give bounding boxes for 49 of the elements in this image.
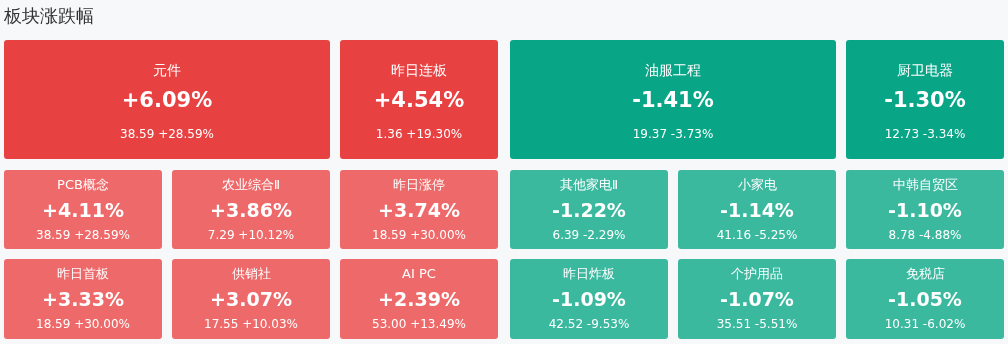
data-label: +4.54%	[373, 88, 465, 112]
text: 10.31 -6.02%	[884, 317, 966, 331]
text: 19.37 -3.73%	[632, 127, 714, 141]
text: 38.59 +28.59%	[36, 228, 130, 242]
data-label: +2.39%	[378, 288, 460, 310]
text: 18.59 +30.00%	[36, 317, 130, 331]
category-label: 昨日炸板	[563, 266, 615, 281]
data-label: -1.22%	[552, 199, 626, 221]
category-label: 元件	[153, 62, 181, 78]
text: 41.16 -5.25%	[716, 228, 798, 242]
data-label: +3.07%	[210, 288, 292, 310]
data-label: +3.86%	[210, 199, 292, 221]
category-label: 昨日连板	[391, 62, 447, 78]
category-label: 昨日涨停	[393, 177, 445, 192]
category-label: 中韩自贸区	[892, 177, 958, 192]
data-label: -1.09%	[552, 288, 626, 310]
text: 6.39 -2.29%	[552, 228, 626, 242]
data-label: -1.10%	[888, 199, 962, 221]
data-label: +4.11%	[42, 199, 124, 221]
text: 12.73 -3.34%	[884, 127, 966, 141]
text: 17.55 +10.03%	[204, 317, 298, 331]
text: 18.59 +30.00%	[372, 228, 466, 242]
category-label: 厨卫电器	[897, 62, 953, 78]
category-label: 油服工程	[645, 62, 701, 78]
category-label: PCB概念	[57, 177, 109, 192]
text: 1.36 +19.30%	[375, 127, 463, 141]
text: 35.51 -5.51%	[716, 317, 798, 331]
text: 53.00 +13.49%	[372, 317, 466, 331]
data-label: +3.74%	[378, 199, 460, 221]
data-label: -1.14%	[720, 199, 794, 221]
text: 38.59 +28.59%	[120, 127, 214, 141]
data-label: -1.05%	[888, 288, 962, 310]
text: 42.52 -9.53%	[548, 317, 630, 331]
text: 8.78 -4.88%	[888, 228, 962, 242]
category-label: 个护用品	[731, 266, 783, 281]
category-label: 其他家电Ⅱ	[559, 177, 619, 192]
text: 板块涨跌幅	[3, 5, 94, 26]
category-label: 小家电	[737, 177, 777, 192]
category-label: 昨日首板	[57, 266, 109, 281]
category-label: AI PC	[402, 266, 436, 281]
text: 7.29 +10.12%	[207, 228, 295, 242]
data-label: +6.09%	[121, 88, 213, 112]
data-label: +3.33%	[42, 288, 124, 310]
category-label: 免税店	[905, 266, 945, 281]
category-label: 农业综合Ⅱ	[221, 177, 281, 192]
data-label: -1.41%	[632, 88, 714, 112]
data-label: -1.30%	[884, 88, 966, 112]
category-label: 供销社	[231, 266, 271, 281]
data-label: -1.07%	[720, 288, 794, 310]
